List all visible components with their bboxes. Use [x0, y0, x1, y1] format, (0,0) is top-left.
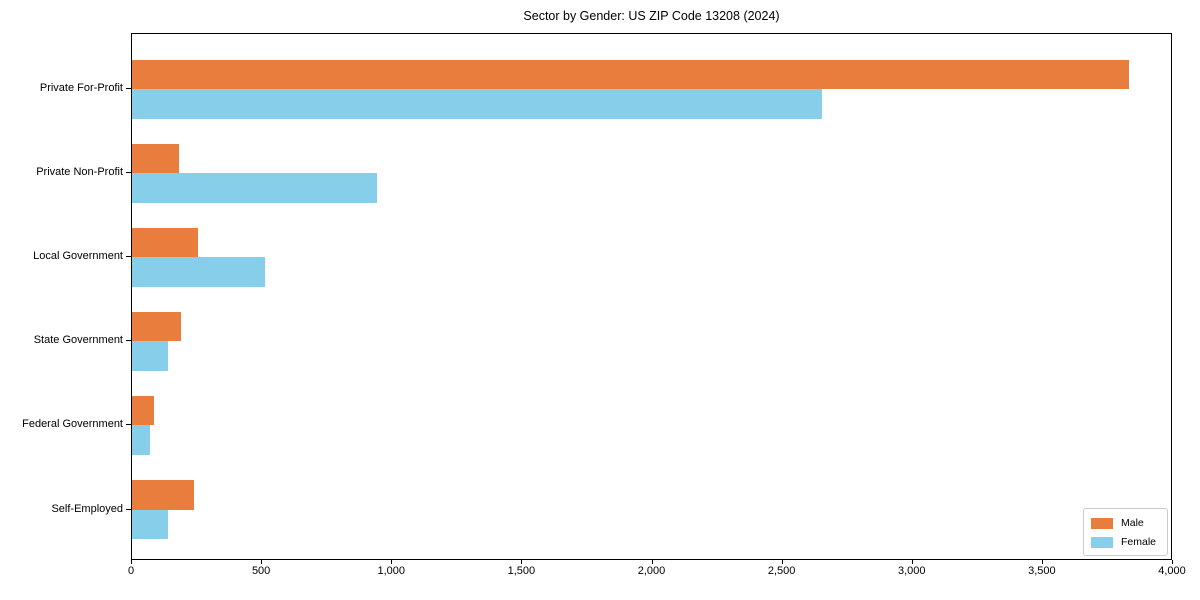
x-tick-label-1500: 1,500 — [507, 565, 536, 577]
y-tick-mark — [126, 256, 131, 258]
bar-male-self-employed — [132, 480, 195, 510]
y-tick-label-local-government: Local Government — [33, 250, 123, 263]
x-tick-label-2000: 2,000 — [637, 565, 666, 577]
bar-female-self-employed — [132, 509, 169, 539]
x-tick-mark — [1172, 560, 1173, 564]
x-tick-mark — [391, 560, 393, 564]
bar-female-state-government — [132, 341, 169, 371]
x-tick-mark — [261, 560, 263, 564]
x-tick-mark — [131, 560, 132, 564]
bar-female-private-for-profit — [132, 89, 822, 119]
x-tick-mark — [521, 560, 523, 564]
legend-label-male: Male — [1121, 517, 1144, 529]
y-tick-label-federal-government: Federal Government — [22, 418, 123, 431]
legend-swatch-female-icon — [1091, 536, 1113, 548]
bar-male-local-government — [132, 227, 199, 258]
x-tick-mark — [911, 560, 913, 564]
x-tick-mark — [781, 560, 783, 564]
y-tick-label-private-non-profit: Private Non-Profit — [36, 166, 123, 179]
legend-swatch-male-icon — [1091, 517, 1113, 529]
bar-female-private-non-profit — [132, 173, 377, 203]
x-tick-label-500: 500 — [251, 565, 271, 577]
y-tick-label-state-government: State Government — [33, 334, 123, 347]
x-tick-label-4000: 4,000 — [1158, 565, 1186, 577]
y-tick-label-self-employed: Self-Employed — [51, 502, 123, 515]
bar-male-federal-government — [132, 395, 155, 426]
bar-male-private-for-profit — [132, 59, 1129, 89]
x-tick-label-3000: 3,000 — [897, 565, 926, 577]
legend-label-female: Female — [1121, 536, 1157, 548]
legend-item-female: Female — [1091, 534, 1160, 550]
y-tick-mark — [126, 340, 131, 342]
bar-female-local-government — [132, 257, 265, 287]
legend: Male Female — [1083, 508, 1168, 556]
x-tick-label-1000: 1,000 — [377, 565, 406, 577]
y-tick-mark — [126, 424, 131, 426]
chart-title: Sector by Gender: US ZIP Code 13208 (202… — [523, 9, 780, 23]
bar-female-federal-government — [132, 425, 151, 455]
x-tick-label-2500: 2,500 — [767, 565, 796, 577]
y-tick-mark — [126, 508, 131, 510]
legend-item-male: Male — [1091, 515, 1160, 531]
x-tick-label-3500: 3,500 — [1028, 565, 1056, 577]
x-tick-label-0: 0 — [127, 565, 135, 577]
y-tick-label-private-for-profit: Private For-Profit — [39, 82, 123, 94]
x-tick-mark — [651, 560, 653, 564]
bar-male-private-non-profit — [132, 143, 179, 174]
y-tick-mark — [126, 88, 131, 89]
x-tick-mark — [1041, 560, 1043, 564]
plot-area — [131, 33, 1172, 560]
bar-male-state-government — [132, 311, 182, 342]
y-tick-mark — [126, 172, 131, 174]
